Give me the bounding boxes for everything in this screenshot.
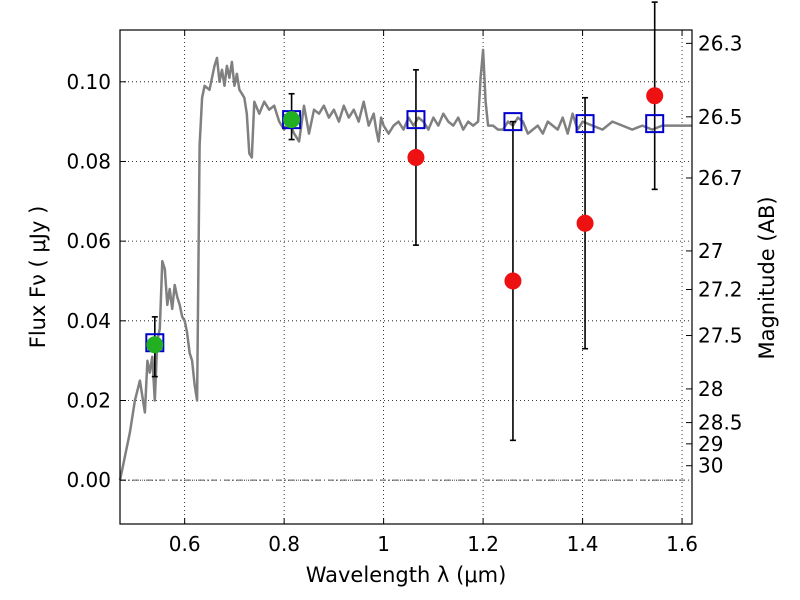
- grid: [120, 30, 692, 524]
- x-tick-label: 0.6: [169, 532, 201, 556]
- x-tick-label: 1.6: [666, 532, 698, 556]
- y-tick-label: 0.04: [66, 309, 111, 333]
- right-tick-label: 28: [698, 377, 723, 401]
- measurement-point: [646, 87, 664, 105]
- right-tick-label: 27.5: [698, 324, 743, 348]
- measurement-point: [504, 272, 522, 290]
- x-tick-label: 1.4: [567, 532, 599, 556]
- ticks: 0.6 0.8 1 1.2 1.4 1.6 0.00 0.02 0.04 0.06 0.08 0.10…: [66, 30, 743, 556]
- x-tick-label: 1: [377, 532, 390, 556]
- y-axis-label-right: Magnitude (AB): [755, 196, 779, 359]
- measurement-point: [407, 148, 425, 166]
- right-tick-label: 26.3: [698, 31, 743, 55]
- plot-frame: [119, 29, 693, 525]
- detection-point: [283, 111, 301, 129]
- model-square-marker: [503, 112, 523, 132]
- sed-template-line: [118, 48, 692, 481]
- model-square-marker: [645, 114, 665, 134]
- y-tick-label: 0.10: [66, 70, 111, 94]
- detection-point: [146, 336, 164, 354]
- right-tick-label: 28.5: [698, 411, 743, 435]
- right-tick-label: 27: [698, 239, 723, 263]
- sed-curve-group: [118, 48, 692, 481]
- measurement-point: [576, 214, 594, 232]
- x-tick-label: 1.2: [467, 532, 499, 556]
- markers: [145, 87, 665, 354]
- right-tick-label: 26.5: [698, 105, 743, 129]
- y-tick-label: 0.08: [66, 149, 111, 173]
- right-tick-label: 26.7: [698, 166, 743, 190]
- right-tick-label: 29: [698, 432, 723, 456]
- right-tick-label: 27.2: [698, 277, 743, 301]
- model-square-marker: [575, 114, 595, 134]
- model-square-marker: [406, 110, 426, 130]
- x-tick-label: 0.8: [268, 532, 300, 556]
- right-tick-label: 30: [698, 454, 723, 478]
- y-tick-label: 0.02: [66, 389, 111, 413]
- y-axis-label: Flux Fν ( μJy ): [26, 206, 50, 349]
- y-tick-label: 0.06: [66, 229, 111, 253]
- x-axis-label: Wavelength λ (μm): [306, 563, 507, 587]
- y-tick-label: 0.00: [66, 468, 111, 492]
